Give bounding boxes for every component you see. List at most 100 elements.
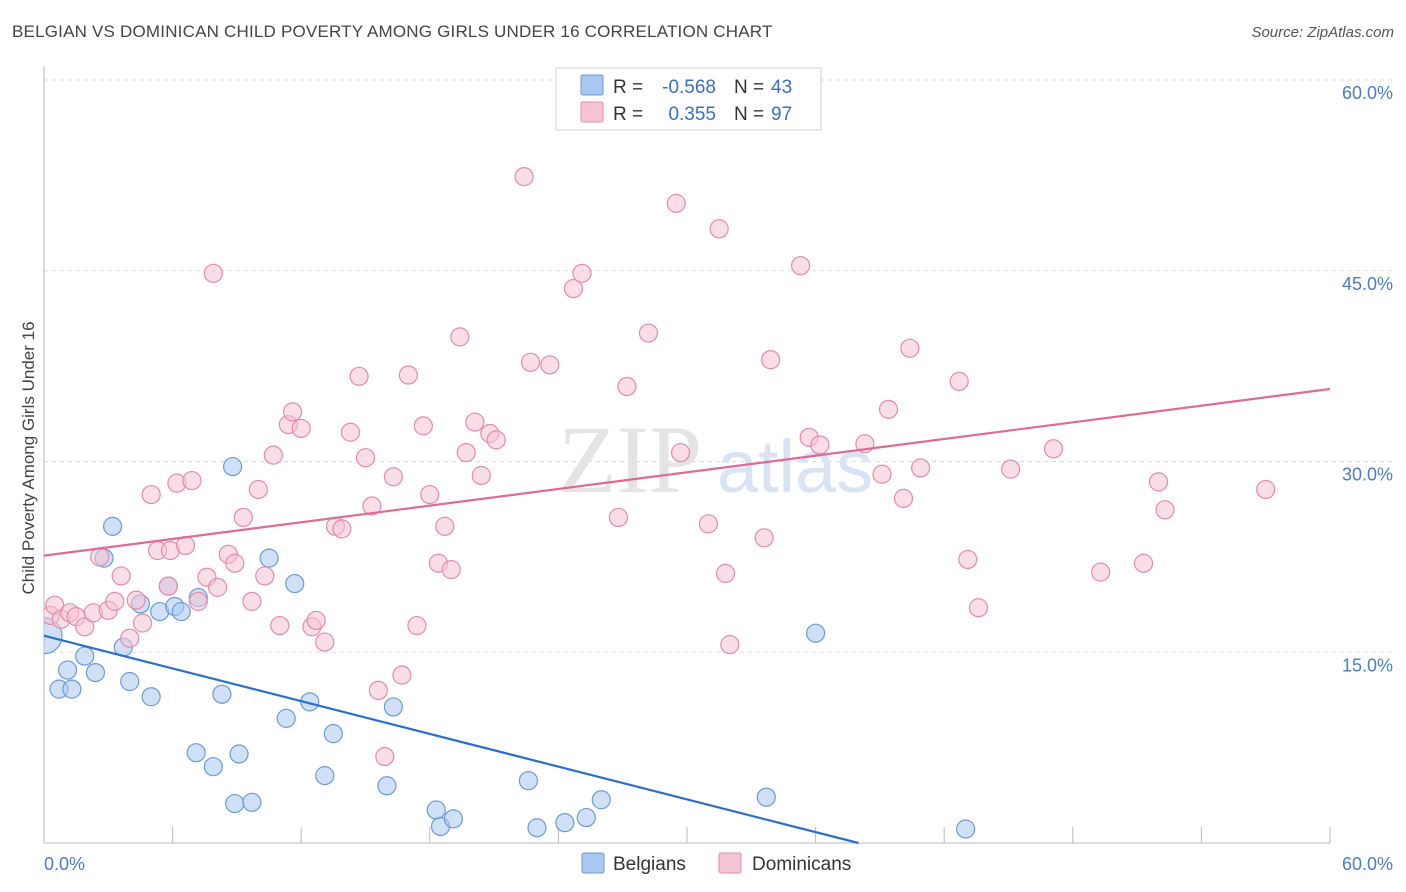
y-axis-label: Child Poverty Among Girls Under 16 <box>19 321 38 594</box>
dominicans-point <box>720 635 740 655</box>
legend-dominicans-label: Dominicans <box>752 854 851 875</box>
belgians-point <box>323 724 343 744</box>
dominicans-point <box>514 167 534 187</box>
belgians-point <box>276 708 296 728</box>
watermark-atlas: atlas <box>717 425 873 508</box>
belgians-point <box>85 662 106 683</box>
dominicans-point <box>283 402 303 422</box>
belgians-point <box>377 776 397 796</box>
dominicans-point <box>435 516 455 536</box>
belgians-n-value: 43 <box>771 77 792 98</box>
dominicans-point <box>270 615 290 636</box>
dominicans-point <box>392 665 412 685</box>
dominicans-point <box>188 591 208 611</box>
dominicans-point <box>1133 553 1154 573</box>
dominicans-point <box>1148 472 1169 492</box>
dominicans-point <box>638 323 659 343</box>
x-tick-label: 60.0% <box>1342 854 1393 874</box>
dominicans-point <box>893 488 914 508</box>
dominicans-point <box>375 746 395 767</box>
belgians-point <box>315 766 335 786</box>
dominicans-n-label: N = <box>734 104 764 125</box>
dominicans-point <box>242 591 262 611</box>
dominicans-point <box>520 352 541 372</box>
legend-dominicans-swatch <box>718 852 742 874</box>
dominicans-point <box>407 615 427 636</box>
dominicans-point <box>90 547 110 567</box>
dominicans-point <box>398 365 418 385</box>
dominicans-point <box>132 613 153 633</box>
belgians-n-label: N = <box>734 77 764 98</box>
dominicans-point <box>340 422 361 442</box>
dominicans-point <box>911 458 931 478</box>
series-legend: Belgians Dominicans <box>581 852 851 875</box>
dominicans-point <box>315 632 335 652</box>
stats-legend: R = -0.568 N = 43 R = 0.355 N = 97 <box>555 67 822 131</box>
points-layer <box>44 167 1276 839</box>
dominicans-point <box>383 467 403 487</box>
dominicans-point <box>878 399 899 419</box>
belgians-point <box>141 687 161 707</box>
dominicans-point <box>608 507 629 528</box>
belgians-point <box>591 790 611 810</box>
belgians-point <box>57 660 78 680</box>
dominicans-point <box>486 430 506 450</box>
dominicans-point <box>413 416 433 436</box>
belgians-r-label: R = <box>613 77 643 98</box>
chart-source: Source: ZipAtlas.com <box>1251 24 1394 41</box>
dominicans-point <box>255 566 275 586</box>
legend-belgians-swatch <box>581 852 605 874</box>
dominicans-point <box>291 418 311 439</box>
dominicans-point <box>158 576 178 596</box>
dominicans-point <box>471 465 491 486</box>
dominicans-point <box>617 376 637 397</box>
dominicans-point <box>182 470 202 491</box>
dominicans-point <box>355 448 376 468</box>
dominicans-point <box>1043 439 1064 459</box>
dominicans-r-label: R = <box>613 104 643 125</box>
dominicans-point <box>968 598 989 618</box>
belgians-point <box>443 809 463 829</box>
belgians-point <box>203 757 223 777</box>
dominicans-point <box>900 338 920 358</box>
dominicans-point <box>958 549 978 570</box>
axis-layer: 15.0% 30.0% 45.0% 60.0% 0.0% 60.0% <box>43 66 1393 874</box>
belgians-point <box>576 807 596 828</box>
legend-belgians-label: Belgians <box>613 854 686 875</box>
dominicans-point <box>670 442 691 463</box>
dominicans-point <box>332 519 352 539</box>
belgians-point <box>956 819 976 839</box>
grid-layer <box>44 79 1393 653</box>
belgians-point <box>229 744 249 764</box>
dominicans-point <box>75 617 95 637</box>
dominicans-point <box>126 590 146 610</box>
dominicans-point <box>709 219 729 239</box>
dominicans-point <box>105 591 125 611</box>
dominicans-point <box>540 355 560 375</box>
dominicans-swatch <box>580 101 604 123</box>
belgians-point <box>242 792 262 812</box>
dominicans-point <box>715 563 736 584</box>
dominicans-point <box>248 479 268 500</box>
belgians-point <box>102 516 123 536</box>
belgians-point <box>120 671 140 692</box>
dominicans-point <box>563 278 584 299</box>
dominicans-point <box>263 445 283 465</box>
belgians-point <box>805 623 826 643</box>
belgians-point <box>426 800 446 820</box>
dominicans-point <box>111 566 131 586</box>
dominicans-point <box>572 263 592 283</box>
belgians-point <box>259 548 279 568</box>
dominicans-point <box>349 366 369 386</box>
trend-layer <box>43 387 1331 845</box>
dominicans-point <box>872 464 892 484</box>
dominicans-point <box>420 484 440 505</box>
dominicans-point <box>760 350 781 370</box>
dominicans-point <box>362 496 382 516</box>
belgians-point <box>555 813 575 833</box>
dominicans-r-value: 0.355 <box>668 104 716 125</box>
dominicans-point <box>141 484 161 505</box>
belgians-point <box>75 646 95 666</box>
belgians-point <box>186 743 206 763</box>
